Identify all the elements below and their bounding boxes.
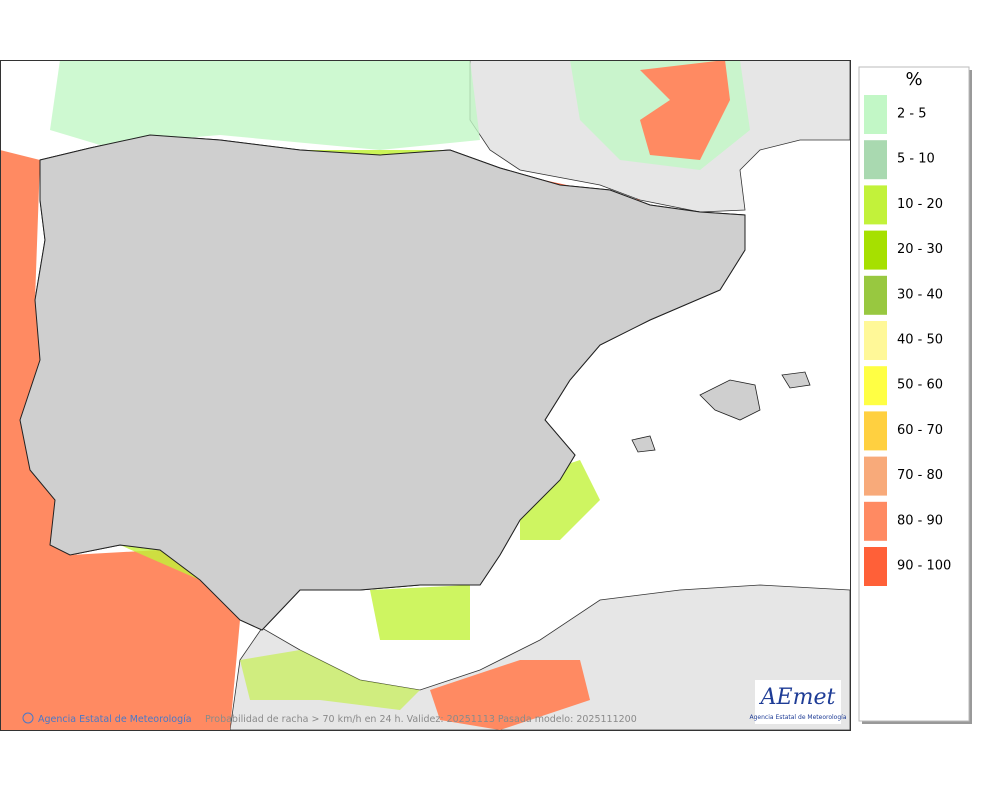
logo-box: [755, 680, 841, 724]
probability-area: [430, 660, 590, 730]
legend-swatch: [864, 547, 887, 586]
legend-swatch: [864, 411, 887, 451]
legend-swatch: [864, 95, 887, 134]
ibiza: [631, 435, 656, 453]
map: [1, 61, 850, 730]
probability-area: [240, 650, 420, 710]
logo: AEmet: [759, 685, 836, 710]
legend-label: 60 - 70: [897, 423, 943, 438]
menorca: [781, 371, 811, 389]
logo-subtitle: Agencia Estatal de Meteorología: [750, 714, 847, 721]
legend-label: 10 - 20: [897, 197, 943, 212]
legend-label: 80 - 90: [897, 513, 943, 528]
legend-swatch: [864, 321, 887, 360]
copyright-icon: [22, 712, 34, 724]
legend-items: 2 - 5 5 - 10 10 - 20 20 - 30 30 - 40 40 - 50 5…: [864, 95, 951, 586]
legend-swatch: [864, 140, 887, 180]
probability-area: [370, 585, 470, 640]
legend-swatch: [864, 185, 887, 225]
legend-swatch: [864, 456, 887, 496]
legend-label: 90 - 100: [897, 559, 951, 574]
caption: Probabilidad de racha > 70 km/h en 24 h.…: [205, 714, 637, 725]
map-frame: [0, 60, 851, 731]
legend-label: 50 - 60: [897, 378, 943, 393]
credit: Agencia Estatal de Meteorología: [38, 714, 192, 725]
legend-title: %: [905, 69, 922, 90]
legend-swatch: [864, 366, 887, 406]
probability-area: [1, 150, 240, 730]
legend-label: 20 - 30: [897, 242, 943, 257]
legend-label: 2 - 5: [897, 107, 927, 122]
legend-label: 30 - 40: [897, 287, 943, 302]
legend-label: 40 - 50: [897, 333, 943, 348]
mallorca: [699, 379, 761, 421]
probability-area: [50, 61, 480, 150]
legend-swatch: [864, 275, 887, 315]
legend-swatch: [864, 230, 887, 270]
legend-label: 70 - 80: [897, 468, 943, 483]
legend-swatch: [864, 501, 887, 541]
probability-area: [640, 61, 730, 160]
legend-label: 5 - 10: [897, 152, 935, 167]
